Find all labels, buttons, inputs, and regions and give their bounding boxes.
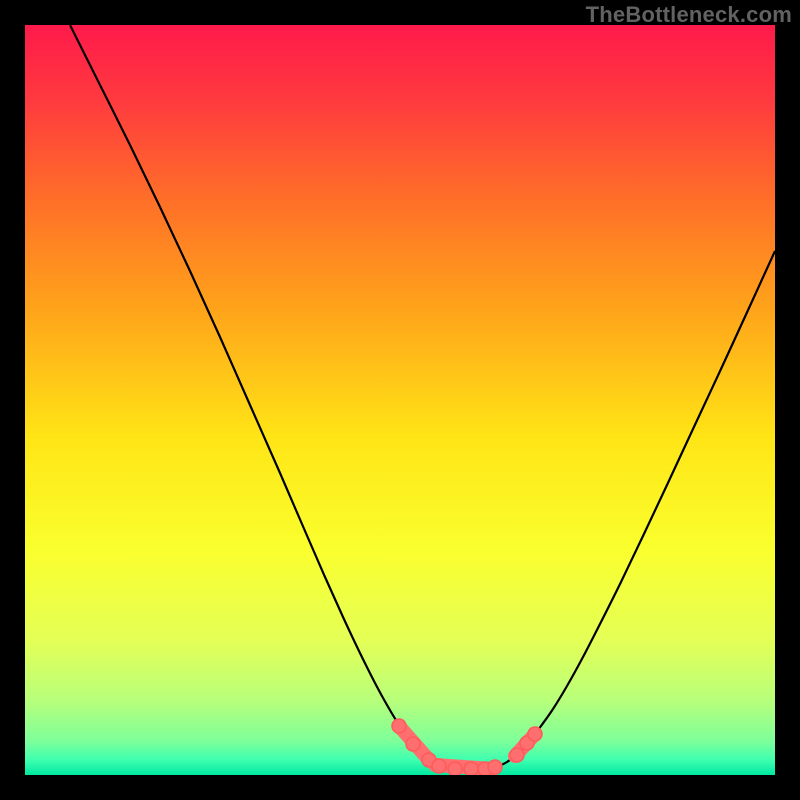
watermark-text: TheBottleneck.com xyxy=(586,2,792,28)
marker-dot xyxy=(528,727,542,741)
plot-area xyxy=(25,25,775,775)
marker-dot xyxy=(510,748,524,762)
marker-dot xyxy=(488,760,502,774)
canvas: TheBottleneck.com xyxy=(0,0,800,800)
curve-path xyxy=(70,25,775,769)
marker-dot xyxy=(406,737,420,751)
marker-dot xyxy=(448,762,462,775)
marker-dot xyxy=(432,759,446,773)
marker-dot xyxy=(392,719,406,733)
marker-dot xyxy=(464,762,478,775)
bottleneck-curve xyxy=(25,25,775,775)
